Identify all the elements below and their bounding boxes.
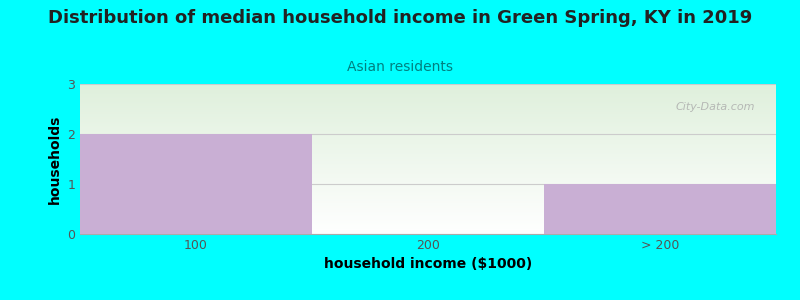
Text: City-Data.com: City-Data.com bbox=[676, 102, 755, 112]
Bar bbox=[80, 134, 312, 234]
Bar bbox=[544, 184, 776, 234]
Text: Asian residents: Asian residents bbox=[347, 60, 453, 74]
X-axis label: household income ($1000): household income ($1000) bbox=[324, 257, 532, 272]
Y-axis label: households: households bbox=[47, 114, 62, 204]
Text: Distribution of median household income in Green Spring, KY in 2019: Distribution of median household income … bbox=[48, 9, 752, 27]
